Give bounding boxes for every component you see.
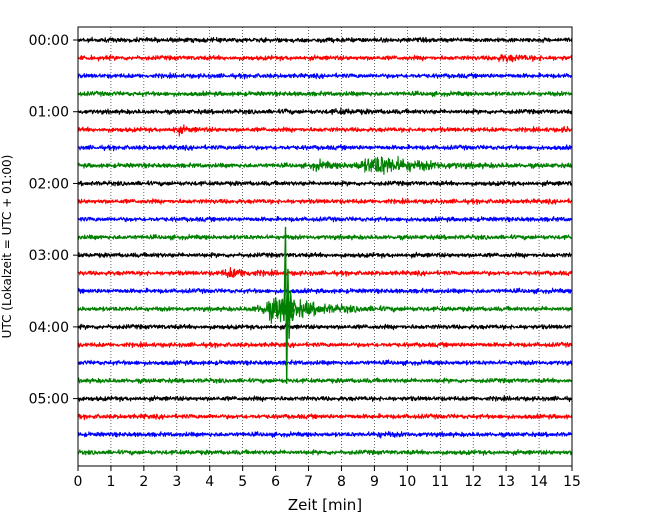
x-tick-label: 15 — [563, 474, 581, 490]
trace-0300 — [77, 251, 573, 259]
trace-0430 — [77, 359, 573, 367]
x-tick-label: 4 — [205, 474, 214, 490]
plot-background — [78, 27, 572, 466]
y-axis-ticks: 00:00 01:00 02:00 03:00 04:00 05:00 — [29, 33, 78, 408]
x-tick-label: 5 — [238, 474, 247, 490]
y-axis-label: UTC (Lokalzeit = UTC + 01:00) — [0, 155, 14, 339]
trace-0145 — [77, 155, 573, 176]
trace-0445 — [77, 377, 573, 385]
x-tick-label: 7 — [304, 474, 313, 490]
x-tick-label: 11 — [431, 474, 449, 490]
x-tick-label: 9 — [370, 474, 379, 490]
x-tick-label: 2 — [139, 474, 148, 490]
y-tick-label: 03:00 — [29, 248, 69, 264]
trace-0045 — [77, 90, 573, 98]
trace-0500 — [77, 394, 573, 403]
x-tick-label: 3 — [172, 474, 181, 490]
x-tick-label: 8 — [337, 474, 346, 490]
y-tick-label: 04:00 — [29, 320, 69, 336]
trace-0015 — [77, 54, 573, 63]
trace-0130 — [77, 143, 573, 152]
trace-0100 — [77, 107, 573, 116]
trace-0545 — [77, 449, 573, 456]
trace-0215 — [77, 197, 573, 206]
x-tick-label: 13 — [497, 474, 515, 490]
x-tick-label: 14 — [530, 474, 548, 490]
x-tick-label: 0 — [74, 474, 83, 490]
x-axis-ticks: 0 1 2 3 4 5 6 7 8 9 10 11 12 13 14 15 — [74, 466, 581, 490]
trace-0515 — [77, 413, 573, 421]
trace-0400 — [77, 323, 573, 331]
trace-0315 — [77, 267, 573, 279]
y-tick-label: 02:00 — [29, 176, 69, 192]
trace-0530 — [77, 431, 573, 439]
y-tick-label: 05:00 — [29, 392, 69, 408]
x-tick-label: 6 — [271, 474, 280, 490]
x-tick-label: 1 — [106, 474, 115, 490]
spike-event — [279, 226, 296, 384]
trace-0115 — [77, 124, 573, 137]
x-tick-label: 10 — [398, 474, 416, 490]
trace-0245 — [77, 233, 573, 241]
trace-0230 — [77, 215, 573, 223]
x-tick-label: 12 — [464, 474, 482, 490]
trace-0000 — [77, 36, 573, 44]
trace-layer — [77, 36, 573, 456]
plot-frame — [77, 26, 573, 467]
trace-0345 — [77, 296, 573, 324]
grid-lines — [110, 27, 540, 466]
trace-0330 — [77, 287, 573, 295]
x-axis-label: Zeit [min] — [288, 496, 362, 514]
trace-0030 — [77, 72, 573, 80]
y-tick-label: 00:00 — [29, 33, 69, 49]
trace-0415 — [77, 341, 573, 349]
trace-0200 — [77, 180, 573, 187]
y-tick-label: 01:00 — [29, 105, 69, 121]
